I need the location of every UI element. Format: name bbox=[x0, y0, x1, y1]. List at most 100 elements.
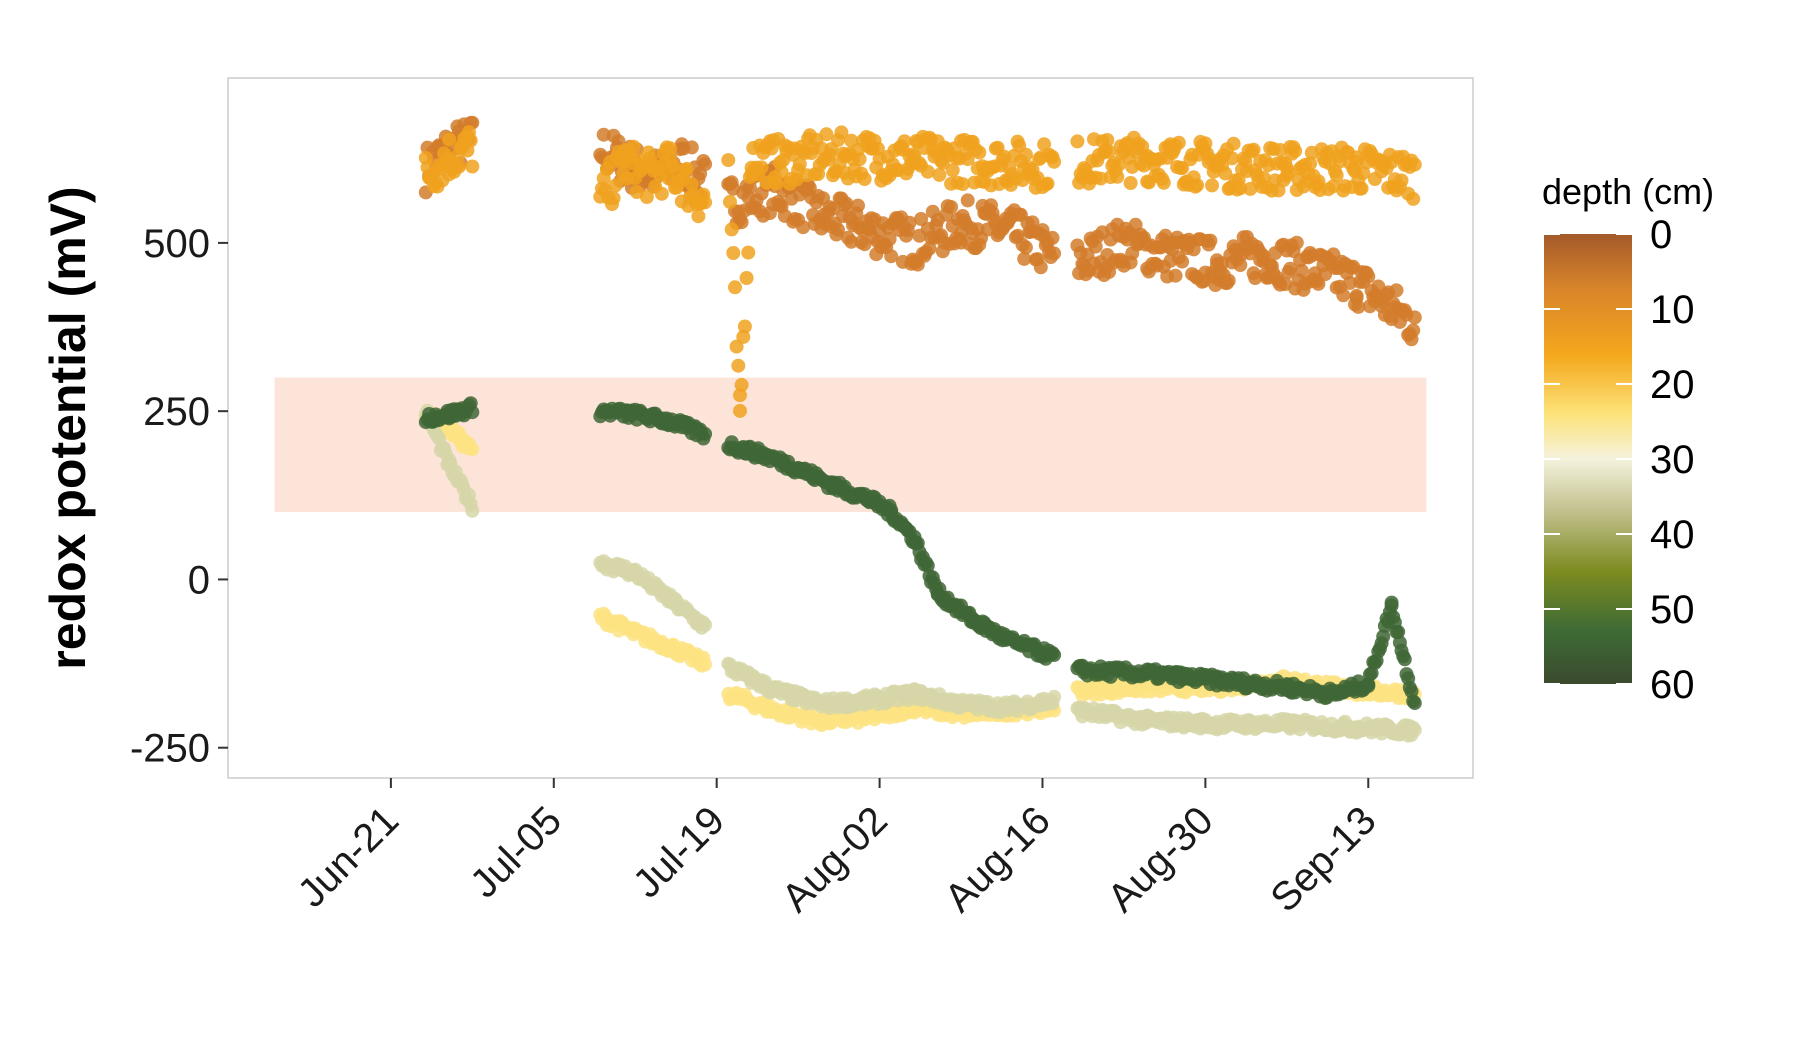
data-point bbox=[1281, 165, 1296, 180]
x-tick-label: Aug-02 bbox=[774, 798, 896, 920]
data-point bbox=[1047, 648, 1062, 662]
y-tick-label: 500 bbox=[143, 222, 210, 266]
data-point bbox=[857, 172, 872, 186]
data-point bbox=[1045, 230, 1060, 245]
data-point bbox=[897, 134, 912, 149]
data-point bbox=[944, 200, 959, 214]
data-point bbox=[920, 558, 935, 573]
data-point bbox=[1354, 181, 1369, 196]
y-tick-label: -250 bbox=[130, 727, 210, 771]
data-point bbox=[1040, 176, 1055, 191]
data-point bbox=[465, 442, 480, 457]
data-point bbox=[851, 198, 865, 213]
legend-label: 20 bbox=[1650, 363, 1695, 407]
x-tick-label: Jul-05 bbox=[462, 798, 570, 906]
data-point bbox=[1221, 273, 1236, 288]
data-point bbox=[724, 222, 739, 237]
data-point bbox=[844, 234, 859, 249]
data-point bbox=[733, 388, 747, 403]
data-point bbox=[698, 657, 713, 672]
data-point bbox=[1110, 169, 1125, 184]
data-point bbox=[796, 220, 811, 235]
data-point bbox=[1226, 136, 1241, 151]
data-point bbox=[1047, 246, 1062, 261]
data-point bbox=[1225, 151, 1239, 166]
data-point bbox=[1329, 168, 1344, 183]
data-point bbox=[608, 178, 623, 193]
data-point bbox=[639, 190, 654, 204]
data-point bbox=[831, 222, 845, 237]
data-point bbox=[684, 140, 699, 155]
data-point bbox=[463, 133, 478, 148]
x-tick-label: Jul-19 bbox=[625, 798, 733, 906]
data-point bbox=[691, 209, 706, 224]
data-point bbox=[1394, 173, 1409, 188]
data-point bbox=[1018, 240, 1033, 255]
data-point bbox=[606, 191, 621, 206]
x-tick-label: Aug-30 bbox=[1099, 798, 1221, 920]
y-tick-label: 0 bbox=[188, 558, 210, 602]
data-point bbox=[1156, 175, 1171, 190]
data-point bbox=[960, 193, 975, 208]
data-point bbox=[1406, 191, 1421, 206]
legend-title: depth (cm) bbox=[1542, 171, 1714, 212]
data-point bbox=[914, 212, 929, 226]
data-point bbox=[1190, 178, 1205, 193]
data-point bbox=[1233, 181, 1248, 196]
data-point bbox=[1047, 154, 1062, 169]
data-point bbox=[1351, 299, 1366, 314]
data-point bbox=[960, 152, 975, 167]
data-point bbox=[1389, 283, 1404, 298]
data-point bbox=[1123, 176, 1138, 190]
data-point bbox=[654, 186, 669, 201]
x-tick-label: Jun-21 bbox=[290, 798, 408, 916]
data-point bbox=[834, 125, 849, 140]
data-point bbox=[734, 215, 749, 230]
data-point bbox=[1288, 144, 1303, 159]
data-point bbox=[819, 127, 834, 142]
data-point bbox=[1017, 251, 1032, 266]
data-point bbox=[1171, 135, 1186, 150]
data-point bbox=[1407, 157, 1422, 172]
data-point bbox=[839, 196, 854, 211]
data-point bbox=[1303, 156, 1318, 171]
data-point bbox=[1203, 233, 1218, 248]
x-axis: Jun-21 Jul-05 Jul-19 Aug-02 Aug-16 Aug-30 Sep-… bbox=[290, 778, 1385, 921]
data-point bbox=[666, 159, 681, 174]
data-point bbox=[1175, 254, 1190, 269]
data-point bbox=[922, 241, 937, 256]
data-point bbox=[1100, 133, 1115, 147]
data-point bbox=[1356, 166, 1371, 181]
data-point bbox=[1407, 310, 1422, 325]
data-point bbox=[882, 232, 897, 246]
legend-label: 30 bbox=[1650, 438, 1695, 482]
data-point bbox=[920, 164, 935, 179]
data-point bbox=[465, 159, 480, 174]
data-point bbox=[955, 177, 970, 192]
data-point bbox=[452, 159, 466, 174]
data-point bbox=[769, 176, 784, 191]
data-point bbox=[1283, 261, 1298, 276]
data-point bbox=[1361, 679, 1376, 694]
data-point bbox=[721, 153, 736, 168]
data-point bbox=[663, 141, 678, 156]
series-depth-35 bbox=[418, 403, 1422, 743]
legend: depth (cm) 0 10 20 30 40 50 60 bbox=[1542, 171, 1714, 707]
data-point bbox=[723, 194, 737, 209]
data-point bbox=[1218, 166, 1233, 181]
data-point bbox=[726, 246, 741, 260]
data-point bbox=[1047, 689, 1062, 704]
legend-label: 0 bbox=[1650, 213, 1672, 257]
y-tick-label: 250 bbox=[143, 390, 210, 434]
legend-label: 10 bbox=[1650, 288, 1695, 332]
data-point bbox=[1397, 652, 1412, 667]
data-point bbox=[1102, 144, 1116, 159]
data-point bbox=[737, 319, 752, 334]
data-point bbox=[1376, 629, 1391, 644]
data-point bbox=[442, 132, 457, 147]
series-depth-12 bbox=[418, 125, 1422, 418]
x-tick-label: Sep-13 bbox=[1262, 798, 1384, 920]
data-point bbox=[684, 177, 699, 192]
data-point bbox=[1111, 157, 1126, 172]
legend-label: 60 bbox=[1650, 663, 1695, 707]
